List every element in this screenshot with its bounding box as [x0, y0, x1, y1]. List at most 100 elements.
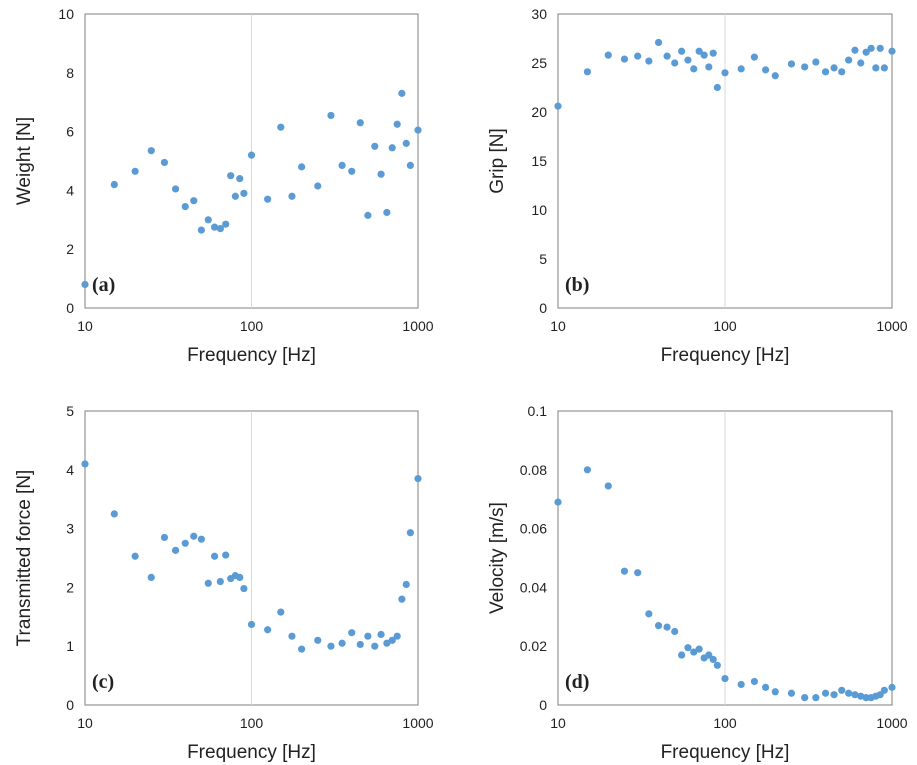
data-point — [684, 644, 692, 652]
data-point — [709, 49, 717, 57]
y-tick-label: 0 — [66, 697, 74, 713]
y-tick-label: 4 — [66, 462, 74, 478]
data-point — [709, 655, 717, 664]
data-point — [398, 595, 406, 603]
data-point — [634, 52, 642, 60]
data-point — [402, 580, 410, 589]
data-point — [298, 645, 306, 653]
data-point — [678, 651, 686, 659]
data-point — [388, 144, 396, 152]
data-point — [348, 629, 356, 637]
data-point — [298, 163, 306, 171]
x-tick-label: 100 — [240, 318, 264, 334]
data-point — [147, 573, 155, 582]
data-point — [181, 202, 189, 211]
x-axis-title: Frequency [Hz] — [661, 345, 790, 366]
data-point — [371, 642, 379, 650]
y-tick-label: 6 — [66, 124, 74, 140]
y-tick-label: 0 — [539, 697, 547, 713]
data-point — [867, 44, 875, 52]
x-tick-label: 1000 — [402, 715, 433, 731]
y-axis-title: Weight [N] — [14, 117, 35, 205]
data-point — [771, 688, 779, 696]
data-point — [787, 60, 796, 68]
data-point — [414, 475, 422, 483]
data-point — [838, 68, 846, 76]
y-tick-label: 0.04 — [520, 579, 547, 595]
x-tick-label: 100 — [240, 715, 264, 731]
y-tick-label: 3 — [66, 521, 74, 537]
data-point — [288, 192, 296, 200]
data-point — [761, 66, 770, 74]
data-point — [264, 626, 272, 634]
data-point — [604, 51, 612, 59]
data-point — [393, 632, 401, 640]
y-tick-label: 8 — [66, 65, 74, 81]
data-point — [327, 111, 335, 120]
data-point — [821, 68, 830, 76]
data-point — [705, 651, 713, 659]
data-point — [645, 610, 653, 618]
data-point — [750, 53, 759, 61]
data-point — [721, 674, 729, 683]
data-point — [190, 197, 198, 205]
data-point — [181, 539, 189, 547]
data-point — [383, 639, 391, 647]
data-point — [314, 636, 322, 644]
y-tick-label: 25 — [531, 55, 547, 71]
panel-a: 0 2 4 6 8 10 10 100 1000 Frequency [Hz] Weight [N]… — [14, 6, 434, 366]
x-tick-label: 1000 — [402, 318, 433, 334]
data-point — [247, 151, 256, 159]
data-point — [147, 147, 155, 155]
data-point — [327, 642, 335, 650]
data-point — [737, 680, 745, 689]
data-point — [81, 280, 89, 289]
data-point — [264, 195, 272, 203]
x-axis-title: Frequency [Hz] — [661, 742, 790, 763]
data-point — [371, 142, 379, 150]
data-point — [872, 64, 880, 72]
data-point — [620, 567, 629, 575]
x-tick-label: 100 — [713, 715, 737, 731]
data-point — [713, 83, 721, 92]
data-point — [393, 120, 401, 128]
y-tick-label: 15 — [531, 153, 547, 169]
x-tick-label: 10 — [550, 715, 566, 731]
x-tick-label: 1000 — [876, 318, 907, 334]
y-tick-label: 5 — [539, 251, 547, 267]
data-point — [634, 569, 642, 577]
data-point — [216, 577, 224, 586]
data-point — [231, 192, 239, 200]
data-point — [888, 683, 896, 691]
data-point — [771, 72, 779, 80]
y-tick-label: 2 — [66, 241, 74, 257]
data-point — [277, 123, 285, 131]
data-point — [131, 167, 139, 175]
data-point — [364, 211, 372, 219]
x-tick-label: 1000 — [876, 715, 907, 731]
data-point — [236, 175, 244, 183]
data-point — [812, 58, 820, 66]
data-point — [801, 63, 809, 71]
data-point — [383, 208, 391, 217]
data-point — [737, 65, 745, 73]
data-point — [695, 645, 703, 653]
data-point — [654, 38, 663, 47]
data-point — [402, 139, 410, 147]
data-point — [356, 640, 364, 649]
x-tick-label: 10 — [77, 715, 93, 731]
panel-label: (b) — [565, 274, 589, 296]
data-point — [700, 51, 708, 59]
x-tick-label: 10 — [77, 318, 93, 334]
data-point — [812, 694, 820, 702]
data-point — [247, 620, 256, 629]
data-point — [750, 677, 759, 686]
data-point — [713, 661, 721, 669]
data-point — [277, 608, 285, 616]
data-point — [583, 466, 592, 474]
data-point — [171, 546, 180, 554]
y-axis-title: Transmitted force [N] — [14, 470, 35, 647]
data-point — [838, 686, 846, 694]
y-tick-label: 10 — [58, 6, 74, 22]
